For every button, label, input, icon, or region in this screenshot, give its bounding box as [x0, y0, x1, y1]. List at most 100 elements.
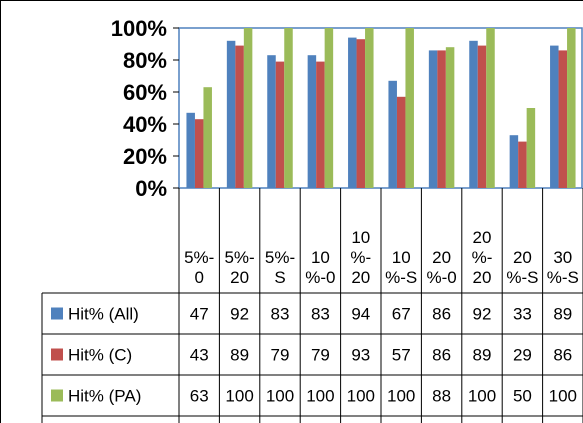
table-cell-value: 89	[473, 346, 492, 365]
legend-swatch	[51, 389, 63, 402]
bar-pa	[445, 47, 455, 189]
table-cell-value: 33	[513, 305, 532, 324]
bar-all	[509, 135, 519, 188]
table-cell-value: 100	[347, 387, 375, 406]
table-cell-value: 100	[387, 387, 415, 406]
category-label: 20 %-S	[506, 248, 538, 287]
category-label-line: 5%-	[265, 248, 295, 267]
bar-all	[267, 55, 276, 189]
bar-c	[356, 39, 366, 189]
bar-all	[388, 80, 397, 188]
bar-c	[437, 50, 446, 189]
y-axis-ticks: 0% 20% 40% 60% 80% 100%	[111, 16, 179, 201]
bar-pa	[405, 28, 414, 188]
category-label: 5%-20	[224, 248, 254, 287]
table-cell-value: 43	[190, 346, 209, 365]
table-cell-value: 57	[392, 346, 411, 365]
table-cell-value: 100	[225, 387, 253, 406]
table-cell-value: 63	[190, 387, 209, 406]
y-tick-label: 100%	[111, 16, 167, 41]
bar-pa	[486, 28, 495, 188]
bar-all	[348, 37, 357, 188]
table-cell-value: 100	[549, 387, 577, 406]
bar-c	[558, 50, 568, 189]
category-label: 20 %-20	[472, 228, 493, 287]
y-tick-label: 20%	[123, 144, 167, 169]
category-label-line: 20	[432, 248, 451, 267]
category-label-line: 10	[311, 248, 330, 267]
category-label-line: 0	[194, 268, 203, 287]
bar-pa	[203, 87, 212, 188]
table-cell-value: 86	[432, 346, 451, 365]
table-cell-value: 79	[271, 346, 290, 365]
table-cell-value: 92	[473, 305, 492, 324]
table-cell-value: 67	[392, 305, 411, 324]
table-cell-value: 100	[468, 387, 496, 406]
table-cell-value: 93	[351, 346, 370, 365]
y-tick-label: 0%	[135, 176, 167, 201]
table-cell-value: 47	[190, 305, 209, 324]
bar-c	[194, 119, 204, 188]
bar-all	[186, 112, 195, 188]
bar-c	[518, 141, 527, 188]
category-label: 30 %-S	[547, 248, 579, 287]
bar-pa	[243, 28, 253, 188]
category-label-line: 10	[351, 228, 370, 247]
category-label-line: 20	[473, 268, 492, 287]
category-label-line: 10	[392, 248, 411, 267]
category-label-line: S	[274, 268, 285, 287]
bar-all	[226, 40, 236, 188]
table-cell-value: 92	[230, 305, 249, 324]
category-label-line: 5%-	[184, 248, 214, 267]
category-label: 10 %-0	[305, 248, 335, 287]
category-label-line: %-S	[385, 268, 417, 287]
table-cell-value: 50	[513, 387, 532, 406]
category-label-line: %-S	[506, 268, 538, 287]
table-cell-value: 89	[230, 346, 249, 365]
category-label-line: %-	[350, 248, 371, 267]
bar-c	[396, 96, 406, 188]
table-cell-value: 86	[432, 305, 451, 324]
y-tick-label: 80%	[123, 48, 167, 73]
table-cell-value: 89	[553, 305, 572, 324]
bar-pa	[526, 108, 536, 188]
category-label: 5%-S	[265, 248, 295, 287]
category-label-line: %-0	[305, 268, 335, 287]
table-cell-value: 79	[311, 346, 330, 365]
legend-swatch	[51, 307, 63, 320]
bar-all	[469, 40, 478, 188]
legend-swatch	[51, 348, 63, 361]
legend-label: Hit% (PA)	[68, 387, 141, 406]
table-cell-value: 83	[271, 305, 290, 324]
category-label: 20 %-0	[426, 248, 456, 287]
bar-all	[307, 55, 317, 189]
bar-c	[316, 61, 325, 188]
category-label-line: 30	[553, 248, 572, 267]
table-cell-value: 100	[306, 387, 334, 406]
bar-all	[428, 50, 438, 189]
table-cell-value: 86	[553, 346, 572, 365]
table-cell-value: 29	[513, 346, 532, 365]
category-label-line: 20	[230, 268, 249, 287]
table-cell-value: 100	[266, 387, 294, 406]
category-label-line: %-S	[547, 268, 579, 287]
y-tick-label: 40%	[123, 112, 167, 137]
category-label-line: %-0	[426, 268, 456, 287]
category-label-line: 20	[351, 268, 370, 287]
bar-all	[550, 45, 559, 188]
table-cell-value: 94	[351, 305, 370, 324]
y-tick-label: 60%	[123, 80, 167, 105]
bar-c	[235, 45, 244, 188]
category-label: 5%-0	[184, 248, 214, 287]
bar-pa	[365, 28, 374, 188]
legend-label: Hit% (All)	[68, 305, 139, 324]
bar-pa	[567, 28, 576, 188]
category-label-line: 20	[473, 228, 492, 247]
bars	[186, 28, 576, 189]
table-cell-value: 88	[432, 387, 451, 406]
category-label-line: 5%-	[224, 248, 254, 267]
table-cell-value: 83	[311, 305, 330, 324]
data-table: Hit% (All) 47 92 83 83 94 67 86 92 33 89 Hit% (C) 43…	[51, 305, 577, 406]
